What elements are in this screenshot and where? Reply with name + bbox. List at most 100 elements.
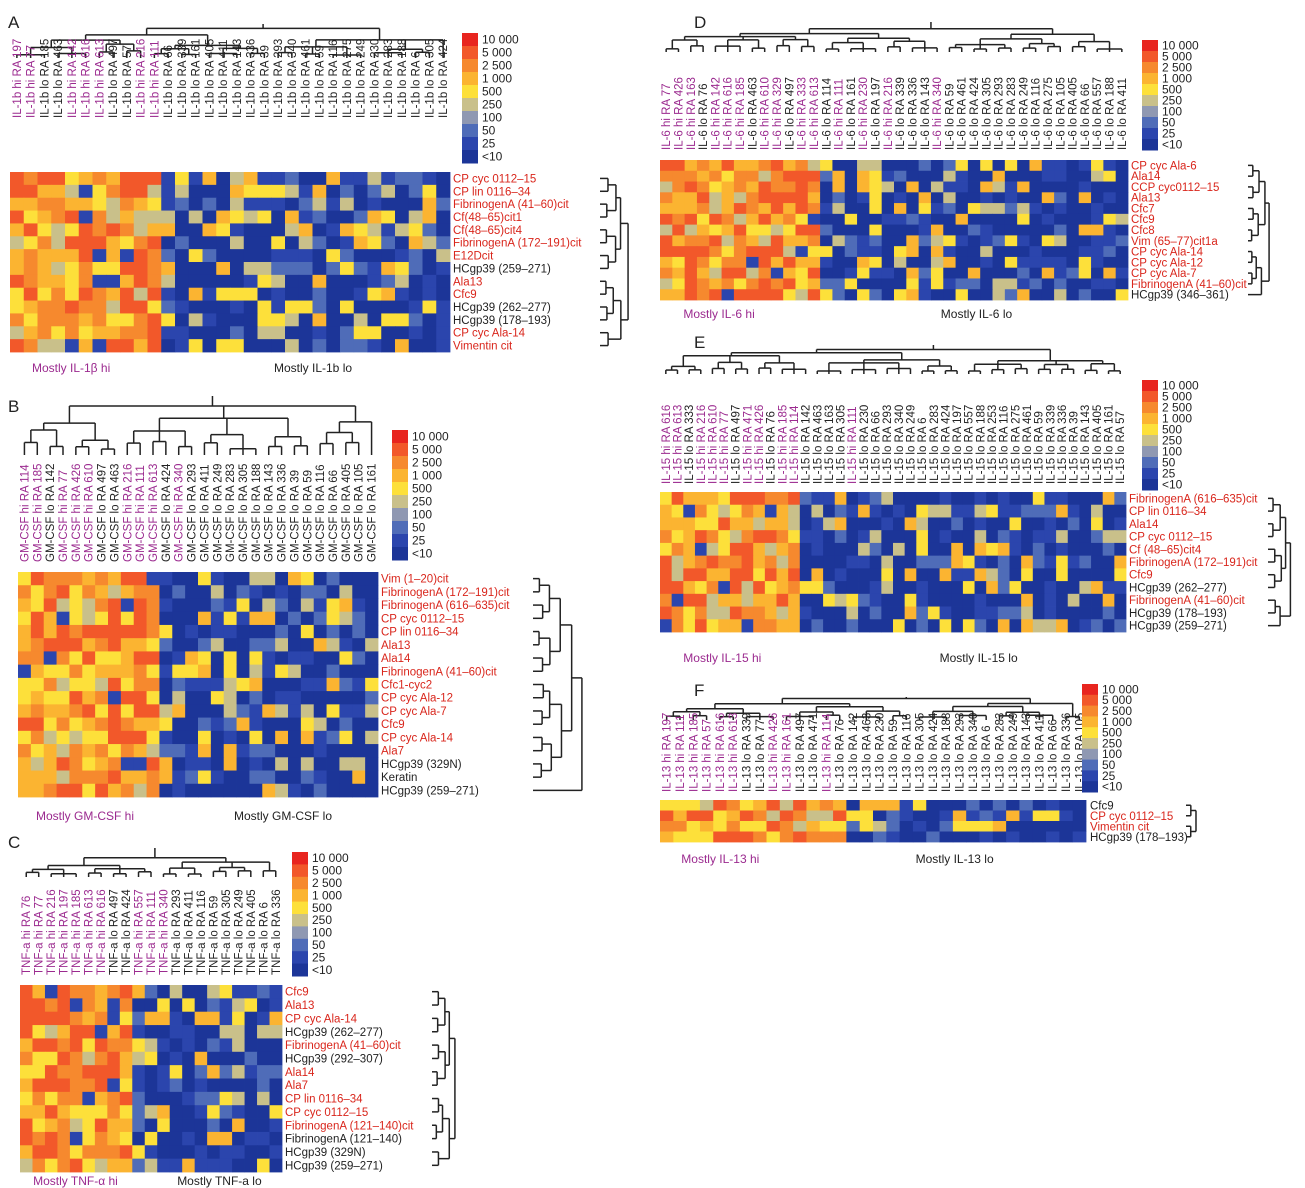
column-label: IL-6 lo RA 461 bbox=[957, 77, 969, 150]
heatmap-cell bbox=[1091, 224, 1104, 236]
heatmap-cell bbox=[1102, 504, 1115, 518]
column-label: IL-15 lo RA 249 bbox=[905, 405, 917, 484]
heatmap-cell bbox=[223, 572, 237, 586]
column-label: IL-15 hi RA 114 bbox=[789, 405, 801, 484]
heatmap-cell bbox=[893, 530, 906, 544]
heatmap-cell bbox=[65, 236, 80, 250]
heatmap-cell bbox=[1021, 581, 1034, 595]
heatmap-cell bbox=[223, 757, 237, 771]
heatmap-cell bbox=[918, 181, 932, 193]
column-label: IL-1b hi RA 77 bbox=[26, 45, 38, 118]
heatmap-cell bbox=[1041, 256, 1055, 269]
heatmap-cell bbox=[20, 1038, 33, 1053]
heatmap-cell bbox=[943, 160, 956, 172]
row-label: Cfc9 bbox=[453, 289, 477, 301]
heatmap-cell bbox=[300, 783, 315, 798]
heatmap-cell bbox=[1009, 593, 1022, 607]
heatmap-cell bbox=[974, 492, 987, 506]
heatmap-cell bbox=[230, 210, 245, 224]
heatmap-cell bbox=[232, 1078, 245, 1093]
heatmap-cell bbox=[313, 572, 327, 586]
heatmap-cell bbox=[312, 210, 327, 224]
heatmap-cell bbox=[967, 224, 981, 236]
heatmap-cell bbox=[951, 619, 964, 633]
heatmap-cell bbox=[223, 691, 237, 705]
heatmap-cell bbox=[783, 181, 796, 193]
heatmap-cell bbox=[962, 517, 975, 531]
heatmap-cell bbox=[1059, 821, 1074, 832]
heatmap-cell bbox=[869, 192, 883, 204]
heatmap-cell bbox=[986, 504, 999, 518]
heatmap-cell bbox=[1067, 492, 1080, 506]
heatmap-cell bbox=[133, 572, 147, 586]
heatmap-cell bbox=[779, 800, 794, 811]
heatmap-cell bbox=[844, 278, 858, 290]
group-hi-label: Mostly IL-15 hi bbox=[683, 651, 761, 665]
heatmap-cell bbox=[312, 339, 327, 353]
heatmap-cell bbox=[980, 235, 993, 247]
heatmap-cell bbox=[365, 691, 379, 705]
heatmap-cell bbox=[436, 287, 451, 301]
heatmap-cell bbox=[108, 624, 122, 639]
heatmap-cell bbox=[157, 1145, 171, 1160]
heatmap-cell bbox=[918, 267, 932, 279]
heatmap-cell bbox=[300, 730, 315, 745]
heatmap-cell bbox=[1078, 235, 1092, 247]
heatmap-cell bbox=[894, 224, 907, 236]
heatmap-cell bbox=[312, 184, 327, 199]
heatmap-cell bbox=[753, 619, 766, 633]
heatmap-cell bbox=[823, 504, 836, 518]
heatmap-cell bbox=[44, 1065, 58, 1079]
heatmap-cell bbox=[313, 664, 327, 679]
heatmap-cell bbox=[185, 638, 199, 652]
heatmap-cell bbox=[820, 181, 833, 193]
heatmap-cell bbox=[718, 530, 731, 544]
heatmap-cell bbox=[846, 530, 859, 544]
column-label: IL-15 lo RA 339 bbox=[1045, 405, 1057, 484]
heatmap-cell bbox=[1032, 568, 1045, 582]
heatmap-cell bbox=[660, 181, 673, 193]
heatmap-cell bbox=[894, 246, 907, 258]
heatmap-cell bbox=[82, 1051, 96, 1066]
heatmap-cell bbox=[729, 568, 742, 582]
heatmap-cell bbox=[1091, 492, 1104, 506]
heatmap-cell bbox=[1103, 246, 1117, 258]
heatmap-cell bbox=[1004, 213, 1018, 226]
heatmap-cell bbox=[436, 172, 451, 186]
heatmap-cell bbox=[144, 1105, 158, 1119]
heatmap-cell bbox=[893, 504, 906, 518]
heatmap-cell bbox=[353, 249, 368, 263]
heatmap-cell bbox=[986, 593, 999, 607]
heatmap-cell bbox=[1066, 246, 1080, 258]
heatmap-cell bbox=[1091, 278, 1104, 290]
heatmap-cell bbox=[144, 1078, 158, 1093]
heatmap-cell bbox=[992, 203, 1006, 215]
heatmap-cell bbox=[881, 606, 894, 620]
heatmap-cell bbox=[916, 504, 929, 518]
heatmap-cell bbox=[236, 598, 250, 613]
heatmap-cell bbox=[51, 172, 66, 186]
heatmap-cell bbox=[1006, 800, 1020, 811]
heatmap-cell bbox=[906, 170, 920, 182]
heatmap-cell bbox=[1017, 170, 1030, 182]
column-label: GM-CSF lo RA 463 bbox=[109, 464, 121, 562]
heatmap-cell bbox=[262, 704, 276, 718]
column-label: IL-13 hi RA 185 bbox=[688, 713, 700, 792]
heatmap-cell bbox=[758, 160, 772, 172]
heatmap-cell bbox=[726, 821, 741, 832]
heatmap-cell bbox=[94, 1038, 108, 1053]
heatmap-cell bbox=[202, 274, 217, 289]
heatmap-cell bbox=[20, 1078, 33, 1093]
legend-swatch bbox=[292, 889, 308, 903]
heatmap-cell bbox=[1091, 517, 1104, 531]
heatmap-cell bbox=[230, 274, 245, 289]
heatmap-cell bbox=[1009, 619, 1022, 633]
heatmap-cell bbox=[672, 289, 686, 301]
heatmap-cell bbox=[795, 235, 809, 247]
column-label: IL-6 lo RA 283 bbox=[1006, 77, 1018, 150]
heatmap-cell bbox=[1021, 542, 1034, 557]
column-label: IL-6 hi RA 77 bbox=[661, 84, 673, 150]
heatmap-cell bbox=[236, 651, 250, 666]
heatmap-cell bbox=[172, 691, 186, 705]
heatmap-cell bbox=[832, 267, 846, 279]
